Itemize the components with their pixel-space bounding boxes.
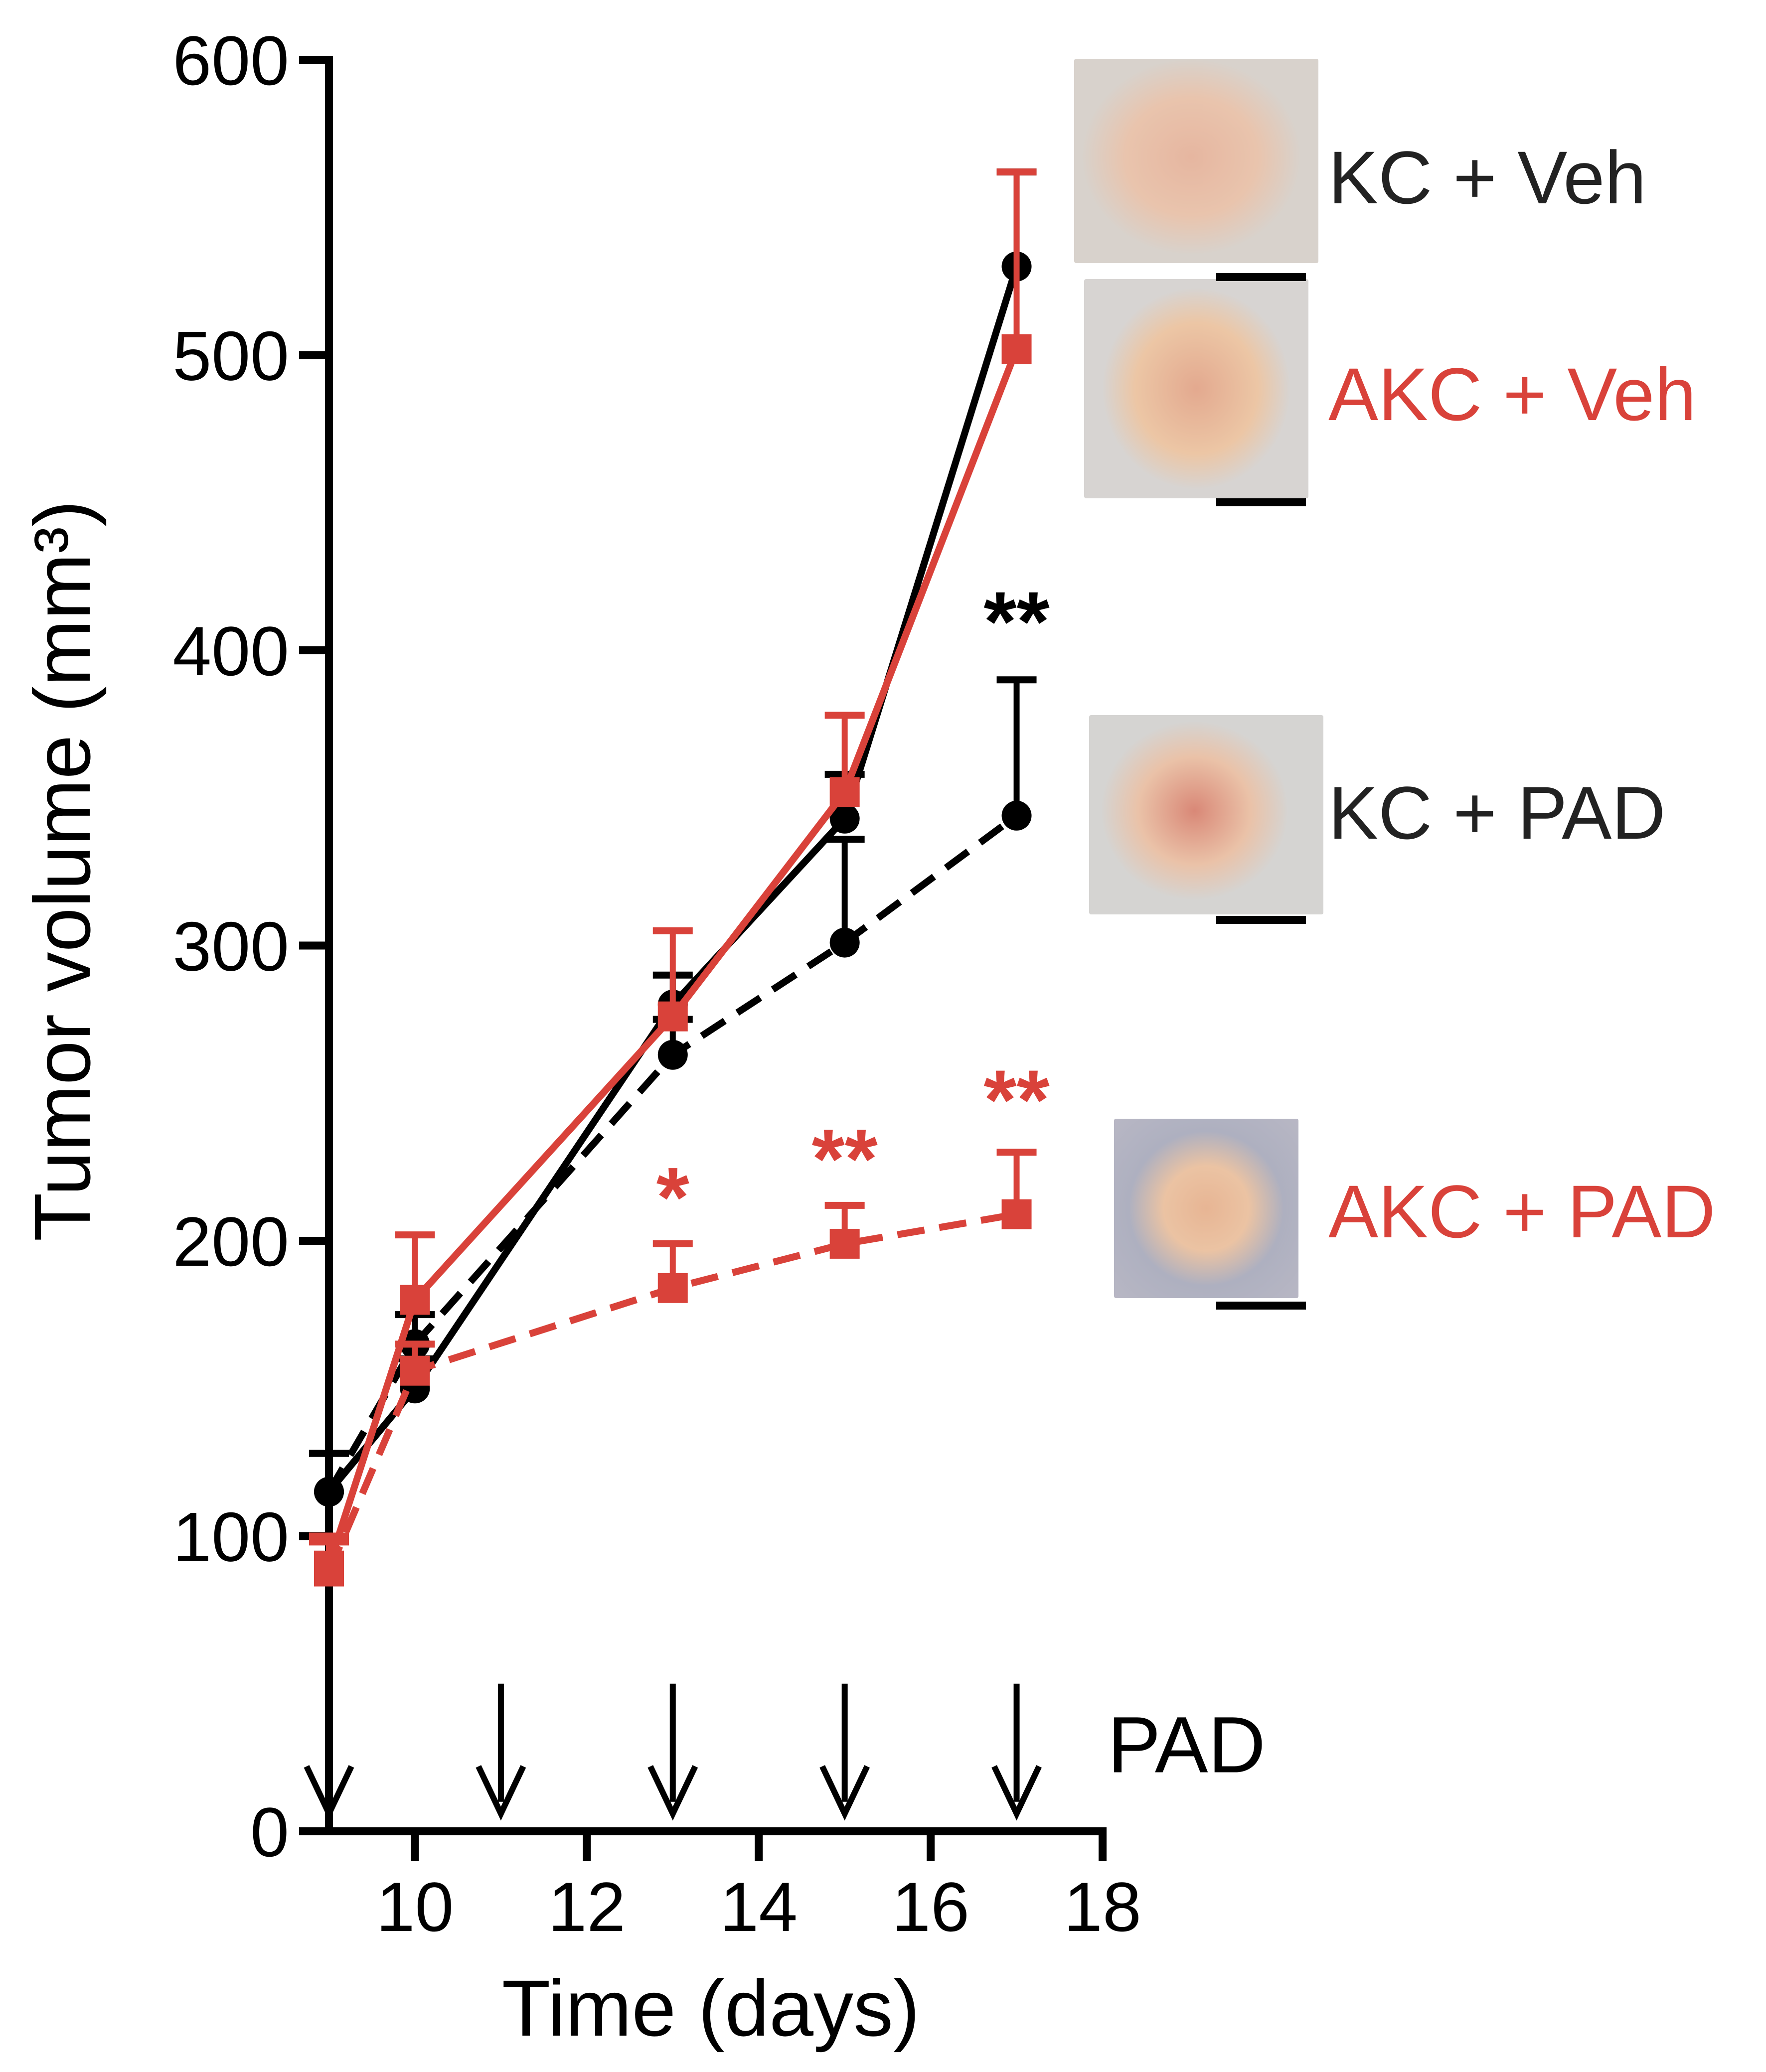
- y-tick-label: 0: [250, 1793, 289, 1871]
- y-tick-label: 300: [172, 907, 289, 986]
- scale-bar: [1216, 916, 1306, 924]
- treatment-label: PAD: [1108, 1700, 1266, 1789]
- data-point-akc-pad: [829, 1228, 860, 1259]
- y-tick-label: 100: [172, 1498, 289, 1576]
- significance-marker: **: [983, 575, 1049, 669]
- tumor-photo-kc-veh: [1074, 59, 1318, 263]
- y-tick-label: 600: [172, 21, 289, 100]
- tumor-photo-akc-pad: [1114, 1119, 1298, 1298]
- x-tick-label: 18: [1064, 1868, 1141, 1946]
- significance-marker: *: [656, 1150, 689, 1245]
- data-point-akc-veh: [400, 1285, 430, 1315]
- treatment-arrow-head: [476, 1765, 526, 1821]
- x-tick-label: 10: [376, 1868, 454, 1946]
- treatment-arrow-head: [304, 1765, 354, 1821]
- data-point-kc-veh: [829, 803, 860, 834]
- x-axis-label: Time (days): [502, 1963, 920, 2053]
- treatment-arrow-head: [647, 1765, 698, 1821]
- data-point-akc-veh: [829, 777, 860, 807]
- significance-marker: **: [812, 1112, 878, 1206]
- significance-marker: **: [983, 1053, 1049, 1148]
- series-line-kc-veh: [326, 265, 1020, 1494]
- data-point-kc-pad: [314, 1477, 344, 1507]
- y-axis-label: Tumor volume (mm³): [17, 500, 107, 1241]
- data-point-akc-pad: [1001, 1199, 1032, 1229]
- data-point-kc-pad: [829, 927, 860, 958]
- data-point-kc-pad: [657, 1039, 688, 1070]
- legend-label-akc-veh: AKC + Veh: [1328, 352, 1696, 436]
- x-tick-label: 16: [892, 1868, 969, 1946]
- legend-label-akc-pad: AKC + PAD: [1328, 1170, 1716, 1253]
- y-tick-label: 400: [172, 612, 289, 690]
- legend-label-kc-veh: KC + Veh: [1328, 136, 1646, 219]
- data-point-akc-pad: [314, 1556, 344, 1587]
- treatment-arrow-head: [991, 1765, 1042, 1821]
- data-point-akc-veh: [657, 1001, 688, 1032]
- x-tick-label: 14: [720, 1868, 798, 1946]
- tumor-photo-kc-pad: [1089, 715, 1323, 914]
- scale-bar: [1216, 1302, 1306, 1310]
- y-tick-label: 500: [172, 317, 289, 395]
- legend-label-kc-pad: KC + PAD: [1328, 771, 1666, 855]
- data-point-akc-pad: [657, 1273, 688, 1303]
- scale-bar: [1216, 273, 1306, 281]
- data-point-kc-pad: [1001, 800, 1032, 831]
- x-tick-label: 12: [548, 1868, 626, 1946]
- data-point-akc-pad: [400, 1355, 430, 1386]
- treatment-arrow-head: [819, 1765, 870, 1821]
- scale-bar: [1216, 498, 1306, 506]
- y-tick-label: 200: [172, 1202, 289, 1281]
- data-point-akc-veh: [1001, 334, 1032, 364]
- tumor-photo-akc-veh: [1084, 279, 1308, 498]
